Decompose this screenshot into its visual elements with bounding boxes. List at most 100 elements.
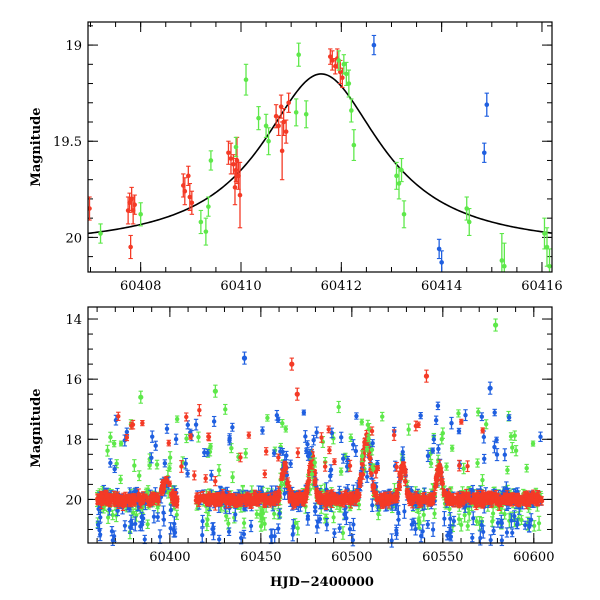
green-data-point <box>256 115 261 121</box>
blue-band-point <box>276 526 281 531</box>
green-band-point <box>224 513 229 519</box>
x-tick-label: 60414 <box>421 279 462 294</box>
green-data-point <box>502 263 507 269</box>
green-data-point <box>399 167 404 173</box>
blue-data-point <box>439 260 444 265</box>
red-data-point <box>234 158 240 163</box>
x-tick-label: 60408 <box>120 279 161 294</box>
blue-band-point <box>305 516 310 522</box>
green-band-point <box>134 513 139 518</box>
y-tick-label: 19 <box>65 39 82 54</box>
red-data-point <box>273 113 279 119</box>
red-data-point <box>278 104 284 109</box>
x-tick-label: 60416 <box>521 279 562 294</box>
green-data-point <box>499 258 505 263</box>
green-band-point <box>106 515 111 520</box>
blue-band-point <box>470 535 475 540</box>
red-band-point <box>167 481 172 487</box>
blue-band-point <box>491 528 496 533</box>
green-data-point <box>349 108 354 113</box>
blue-band-point <box>110 538 115 543</box>
blue-band-point <box>168 508 174 513</box>
blue-band-point <box>291 524 296 529</box>
blue-band-point <box>351 522 356 527</box>
red-data-point <box>276 123 281 129</box>
model-curve <box>88 73 552 235</box>
red-data-point <box>189 200 195 206</box>
blue-band-point <box>107 507 112 512</box>
red-data-point <box>231 162 236 167</box>
blue-band-point <box>425 522 430 527</box>
green-data-point <box>206 204 211 209</box>
blue-band-point <box>290 532 295 537</box>
y-tick-label: 20 <box>65 231 82 246</box>
blue-band-point <box>499 521 504 526</box>
blue-band-point <box>248 523 254 529</box>
green-band-point <box>295 526 300 531</box>
green-data-point <box>396 181 402 186</box>
blue-band-point <box>130 522 135 527</box>
green-band-point <box>490 511 496 516</box>
green-data-point <box>233 144 239 150</box>
blue-band-point <box>122 523 128 528</box>
zoom-panel-points <box>88 34 552 272</box>
blue-band-point <box>157 534 163 539</box>
blue-band-point <box>430 527 436 532</box>
green-data-point <box>336 58 342 63</box>
blue-band-point <box>269 533 275 539</box>
green-data-point <box>98 231 103 236</box>
blue-band-point <box>396 510 401 515</box>
blue-band-point <box>200 518 205 524</box>
green-band-point <box>474 518 479 524</box>
full-season-panel-ticks <box>88 307 553 543</box>
blue-band-point <box>442 516 447 521</box>
green-band-point <box>465 523 470 529</box>
blue-band-point <box>342 512 347 517</box>
green-data-point <box>208 158 214 163</box>
blue-data-point <box>484 102 490 107</box>
blue-band-point <box>420 529 425 534</box>
green-band-point <box>226 521 231 526</box>
red-data-point <box>127 200 132 206</box>
blue-band-point <box>488 537 493 543</box>
zoom-panel-x-tick-labels: 60408 60410 60412 60414 60416 <box>120 279 563 294</box>
green-band-point <box>340 530 346 536</box>
blue-data-point <box>371 42 377 48</box>
blue-band-point <box>313 505 318 510</box>
green-data-point <box>198 219 204 225</box>
blue-band-point <box>241 532 247 537</box>
green-band-point <box>421 512 426 518</box>
blue-band-point <box>314 524 320 529</box>
red-data-point <box>226 150 231 156</box>
zoom-panel: 60408 60410 60412 60414 60416 19 19.5 20 Magni… <box>29 21 563 294</box>
blue-band-point <box>277 511 282 516</box>
blue-band-point <box>98 515 103 520</box>
blue-band-point <box>155 514 160 520</box>
blue-band-point <box>139 514 144 519</box>
blue-band-point <box>347 526 353 532</box>
blue-band-point <box>168 526 173 531</box>
green-data-point <box>464 206 470 211</box>
green-band-point <box>536 521 542 526</box>
x-tick-label: 60410 <box>220 279 261 294</box>
blue-band-point <box>350 538 356 543</box>
red-data-point <box>128 244 133 250</box>
green-band-point <box>258 512 263 517</box>
blue-band-point <box>504 530 510 535</box>
red-data-point <box>286 100 291 106</box>
zoom-panel-ticks <box>88 22 552 272</box>
green-band-point <box>519 517 524 523</box>
blue-band-point <box>471 516 476 521</box>
blue-band-point <box>226 529 232 534</box>
model-curve-group <box>88 73 552 235</box>
red-data-point <box>329 58 335 63</box>
red-data-point <box>340 75 345 81</box>
green-band-point <box>462 512 467 518</box>
blue-band-point <box>512 514 517 519</box>
blue-band-point <box>97 528 102 533</box>
green-data-point <box>303 112 309 117</box>
blue-data-point <box>436 246 442 252</box>
green-data-point <box>138 212 143 217</box>
blue-band-point <box>324 522 329 527</box>
